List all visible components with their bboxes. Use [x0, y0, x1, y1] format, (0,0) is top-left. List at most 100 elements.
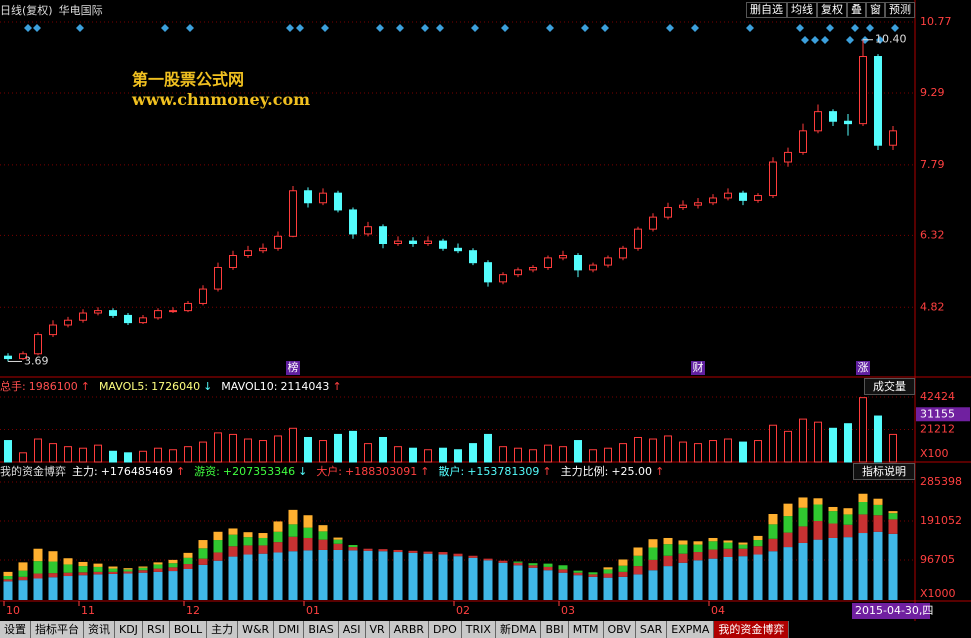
volume-bar — [274, 435, 282, 463]
fund-bar — [573, 572, 583, 576]
fund-bar — [888, 513, 898, 520]
y-tick-label: 96705 — [920, 553, 955, 566]
candle-body — [544, 257, 552, 268]
tab[interactable]: BBI — [541, 621, 569, 638]
volume-bar — [874, 415, 882, 463]
fund-bar — [123, 573, 133, 600]
tab[interactable]: EXPMA — [667, 621, 715, 638]
y-tick-label: 191052 — [920, 514, 962, 527]
fund-bar — [768, 538, 778, 552]
tab[interactable]: SAR — [635, 621, 668, 638]
candle-body — [409, 240, 417, 245]
tab[interactable]: TRIX — [461, 621, 496, 638]
fund-bar — [243, 554, 253, 600]
tab[interactable]: RSI — [142, 621, 170, 638]
indicator-value: +25.00 — [611, 465, 653, 478]
indicator-help[interactable]: 指标说明 — [853, 463, 915, 480]
indicator-select[interactable]: 成交量 — [864, 378, 915, 395]
tab[interactable]: BIAS — [304, 621, 339, 638]
fund-bar — [348, 550, 358, 600]
volume-bar — [664, 435, 672, 463]
fund-bar — [828, 511, 838, 524]
fund-bar — [648, 559, 658, 571]
fund-bar — [258, 533, 268, 538]
fund-bar — [423, 551, 433, 554]
indicator-name: 总手: — [0, 380, 26, 393]
fund-bar — [723, 557, 733, 600]
toolbar-button[interactable]: 复权 — [817, 2, 847, 18]
candle-body — [424, 240, 432, 245]
tab[interactable]: MTM — [568, 621, 604, 638]
toolbar-button[interactable]: 窗 — [866, 2, 885, 18]
fund-bar — [813, 498, 823, 505]
candle-body — [304, 190, 312, 204]
toolbar-button[interactable]: 叠 — [847, 2, 866, 18]
candle-body — [394, 240, 402, 245]
fund-bar — [663, 555, 673, 567]
tab[interactable]: 设置 — [0, 621, 31, 638]
tab[interactable]: 新DMA — [495, 621, 542, 638]
volume-bar — [559, 446, 567, 463]
fund-bar — [168, 571, 178, 600]
fund-bar — [303, 527, 313, 538]
fund-bar — [33, 578, 43, 600]
tab[interactable]: W&R — [238, 621, 275, 638]
fund-bar — [153, 568, 163, 572]
fund-bar — [588, 572, 598, 575]
tab[interactable]: ARBR — [389, 621, 430, 638]
tab[interactable]: 主力 — [207, 621, 239, 638]
fund-bar — [183, 552, 193, 558]
fund-bar — [18, 580, 28, 600]
fund-bar — [873, 531, 883, 600]
fund-bar — [678, 562, 688, 600]
volume-bar — [649, 438, 657, 463]
volume-bar — [79, 447, 87, 463]
tab[interactable]: ASI — [338, 621, 366, 638]
tab[interactable]: DMI — [274, 621, 305, 638]
fund-bar — [153, 562, 163, 565]
fund-bar — [63, 564, 73, 573]
fund-bar — [333, 539, 343, 544]
tab[interactable]: OBV — [603, 621, 636, 638]
fund-bar — [768, 514, 778, 525]
candle-body — [559, 254, 567, 259]
tab[interactable]: 指标平台 — [31, 621, 84, 638]
candle-body — [634, 228, 642, 249]
tab[interactable]: VR — [365, 621, 390, 638]
fund-bar — [843, 537, 853, 600]
tab[interactable]: BOLL — [169, 621, 208, 638]
y-tick-label: 42424 — [920, 390, 955, 403]
fund-bar — [783, 503, 793, 517]
fund-bar — [618, 576, 628, 600]
volume-bar — [889, 433, 897, 463]
indicator-value: +176485469 — [100, 465, 173, 478]
volume-bar — [49, 443, 57, 463]
candle-body — [139, 317, 147, 324]
toolbar-button[interactable]: 均线 — [787, 2, 817, 18]
toolbar-button[interactable]: 预测 — [885, 2, 915, 18]
fund-bar — [678, 553, 688, 563]
indicator-name: MAVOL5: — [98, 379, 149, 393]
candle-body — [694, 202, 702, 206]
fund-bar — [18, 570, 28, 577]
volume-bar — [499, 446, 507, 463]
indicator-arrow: ↑ — [542, 465, 552, 478]
tab[interactable]: 我的资金博弈 — [714, 621, 790, 638]
candle-body — [619, 247, 627, 259]
candle-body — [469, 250, 477, 264]
fund-bar — [588, 576, 598, 600]
volume-bar — [184, 446, 192, 463]
tab[interactable]: KDJ — [115, 621, 143, 638]
y-tick-label: 285398 — [920, 475, 962, 488]
fund-bar — [738, 542, 748, 545]
candle-body — [49, 324, 57, 336]
toolbar-button[interactable]: 删自选 — [746, 2, 787, 18]
tab[interactable]: DPO — [429, 621, 462, 638]
tab[interactable]: 资讯 — [84, 621, 115, 638]
fund-bar — [648, 539, 658, 548]
fund-bar — [798, 497, 808, 508]
fund-bar — [858, 502, 868, 515]
fund-bar — [618, 571, 628, 577]
fund-bar — [63, 572, 73, 577]
fund-bar — [753, 535, 763, 541]
